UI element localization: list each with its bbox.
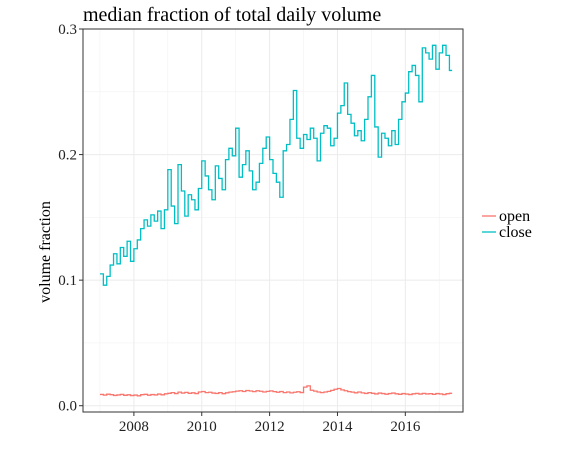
y-tick-label: 0.3 bbox=[58, 22, 77, 38]
x-tick-label: 2008 bbox=[119, 419, 149, 435]
grid-lines bbox=[83, 28, 463, 412]
chart-title: median fraction of total daily volume bbox=[83, 4, 381, 26]
series-layer bbox=[99, 44, 453, 397]
y-tick-label: 0.0 bbox=[58, 399, 77, 415]
y-axis-title: volume fraction bbox=[37, 201, 54, 303]
x-tick-label: 2016 bbox=[390, 419, 421, 435]
legend-label-open: open bbox=[499, 208, 530, 225]
y-tick-label: 0.1 bbox=[58, 273, 77, 289]
y-tick-label: 0.2 bbox=[58, 148, 77, 164]
legend-label-close: close bbox=[499, 224, 532, 241]
y-axis: 0.0 0.1 0.2 0.3 bbox=[58, 22, 83, 415]
x-tick-label: 2014 bbox=[322, 419, 353, 435]
series-line-open bbox=[99, 385, 453, 397]
plot-panel-border bbox=[82, 28, 464, 413]
series-line-close bbox=[99, 44, 453, 286]
x-tick-label: 2010 bbox=[187, 419, 217, 435]
x-tick-label: 2012 bbox=[255, 419, 285, 435]
x-axis: 2008 2010 2012 2014 2016 bbox=[119, 412, 421, 435]
